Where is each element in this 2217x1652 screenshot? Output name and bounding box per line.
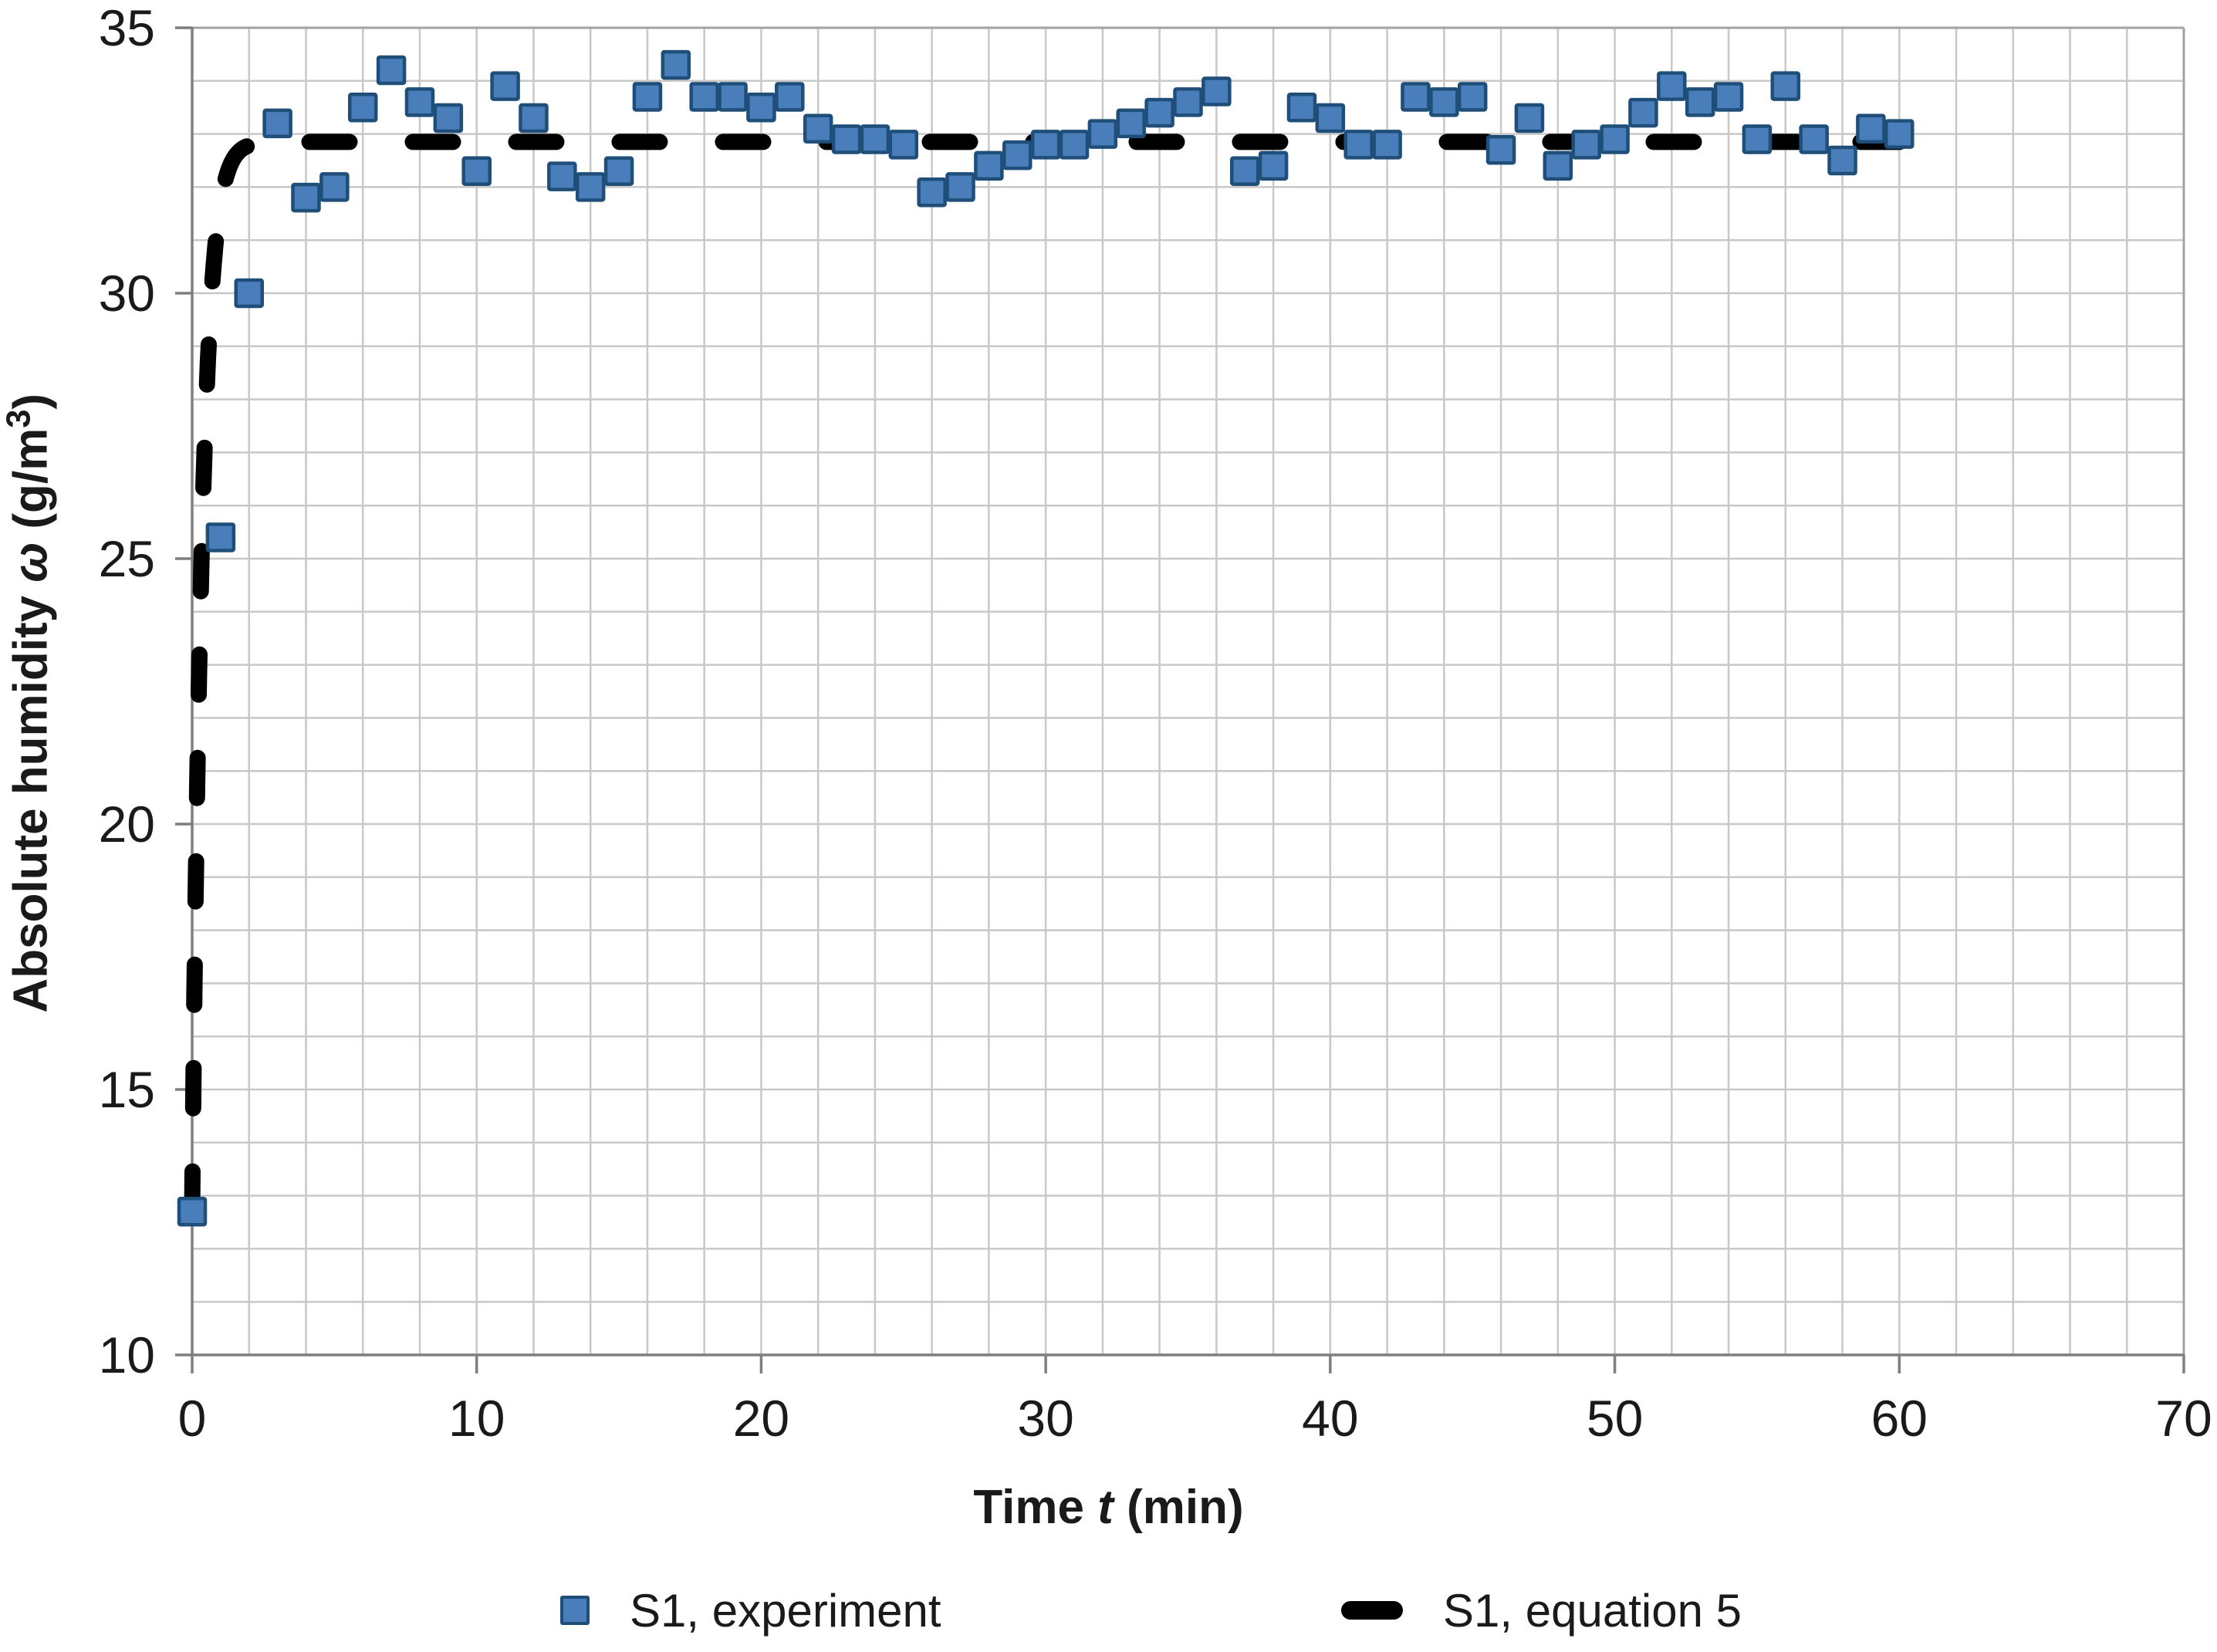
y-axis-title: Absolute humidity ω (g/m3) bbox=[0, 394, 58, 1013]
x-axis-tick-label: 60 bbox=[1871, 1390, 1928, 1447]
experiment-marker bbox=[1543, 150, 1573, 181]
experiment-marker bbox=[1485, 134, 1516, 165]
y-axis-tick-label: 15 bbox=[99, 1061, 155, 1118]
experiment-marker bbox=[262, 108, 292, 139]
x-axis-tick-label: 50 bbox=[1587, 1390, 1643, 1447]
experiment-marker bbox=[661, 49, 691, 80]
experiment-marker bbox=[1742, 124, 1773, 154]
experiment-marker bbox=[376, 55, 407, 86]
experiment-marker bbox=[519, 103, 549, 133]
legend-square-marker-icon bbox=[560, 1596, 590, 1625]
experiment-marker bbox=[1258, 150, 1289, 181]
experiment-marker bbox=[1144, 97, 1174, 128]
experiment-marker bbox=[319, 172, 350, 202]
experiment-marker bbox=[1116, 108, 1147, 139]
experiment-marker bbox=[945, 172, 975, 202]
experiment-marker bbox=[1571, 130, 1601, 160]
experiment-marker bbox=[689, 82, 719, 112]
experiment-marker bbox=[1173, 87, 1203, 117]
legend-label-experiment: S1, experiment bbox=[630, 1584, 941, 1637]
experiment-marker bbox=[234, 278, 264, 309]
experiment-marker bbox=[1401, 82, 1431, 112]
experiment-marker bbox=[1030, 130, 1061, 160]
experiment-marker bbox=[974, 150, 1004, 181]
experiment-marker bbox=[347, 92, 378, 123]
x-axis-tick-label: 0 bbox=[178, 1390, 207, 1447]
legend-entry-experiment: S1, experiment bbox=[560, 1576, 941, 1645]
experiment-marker bbox=[291, 182, 321, 213]
experiment-marker bbox=[888, 130, 919, 160]
y-axis-tick-label: 25 bbox=[99, 530, 155, 587]
experiment-marker bbox=[860, 124, 891, 154]
experiment-marker bbox=[1002, 140, 1032, 171]
experiment-marker bbox=[1372, 130, 1402, 160]
experiment-marker bbox=[1600, 124, 1630, 154]
experiment-marker bbox=[1286, 92, 1317, 123]
experiment-marker bbox=[1856, 113, 1886, 144]
experiment-marker bbox=[1059, 130, 1090, 160]
experiment-marker bbox=[1799, 124, 1829, 154]
experiment-marker bbox=[1229, 156, 1260, 187]
legend-dash-marker-icon bbox=[1341, 1601, 1403, 1620]
experiment-marker bbox=[1514, 103, 1545, 133]
y-axis-tick-label: 10 bbox=[99, 1326, 155, 1383]
experiment-marker bbox=[205, 522, 236, 552]
experiment-marker bbox=[803, 113, 833, 144]
experiment-marker bbox=[433, 103, 464, 133]
experiment-marker bbox=[603, 156, 634, 187]
experiment-marker bbox=[461, 156, 492, 187]
experiment-marker bbox=[404, 87, 435, 117]
experiment-marker bbox=[1087, 119, 1118, 149]
experiment-marker bbox=[1685, 87, 1715, 117]
legend: S1, experiment S1, equation 5 bbox=[0, 1576, 2217, 1645]
x-axis-tick-label: 70 bbox=[2155, 1390, 2212, 1447]
experiment-marker bbox=[575, 172, 606, 202]
experiment-marker bbox=[1770, 71, 1801, 101]
x-axis-tick-label: 40 bbox=[1302, 1390, 1358, 1447]
experiment-marker bbox=[547, 161, 577, 191]
experiment-marker bbox=[490, 71, 520, 101]
experiment-marker bbox=[1315, 103, 1346, 133]
x-axis-title: Time t (min) bbox=[973, 1481, 1244, 1534]
experiment-marker bbox=[1628, 97, 1658, 128]
y-axis-tick-label: 30 bbox=[99, 265, 155, 322]
experiment-marker bbox=[632, 82, 663, 112]
experiment-marker bbox=[1201, 76, 1232, 106]
experiment-marker bbox=[775, 82, 805, 112]
experiment-marker bbox=[1457, 82, 1488, 112]
experiment-marker bbox=[1657, 71, 1687, 101]
legend-label-equation: S1, equation 5 bbox=[1443, 1584, 1742, 1637]
experiment-marker bbox=[1827, 145, 1857, 176]
experiment-marker bbox=[1884, 119, 1915, 149]
x-axis-tick-label: 30 bbox=[1017, 1390, 1073, 1447]
experiment-marker bbox=[177, 1196, 208, 1227]
y-axis-tick-label: 35 bbox=[99, 0, 155, 56]
experiment-marker bbox=[831, 124, 862, 154]
experiment-marker bbox=[746, 92, 776, 123]
legend-entry-equation: S1, equation 5 bbox=[1341, 1576, 1742, 1645]
experiment-marker bbox=[1713, 82, 1744, 112]
x-axis-tick-label: 20 bbox=[733, 1390, 789, 1447]
y-axis-tick-label: 20 bbox=[99, 796, 155, 853]
experiment-marker bbox=[917, 177, 947, 208]
experiment-marker bbox=[1343, 130, 1374, 160]
x-axis-tick-label: 10 bbox=[448, 1390, 505, 1447]
experiment-marker bbox=[718, 82, 748, 112]
experiment-marker bbox=[1429, 87, 1459, 117]
equation-curve bbox=[184, 133, 1908, 1220]
